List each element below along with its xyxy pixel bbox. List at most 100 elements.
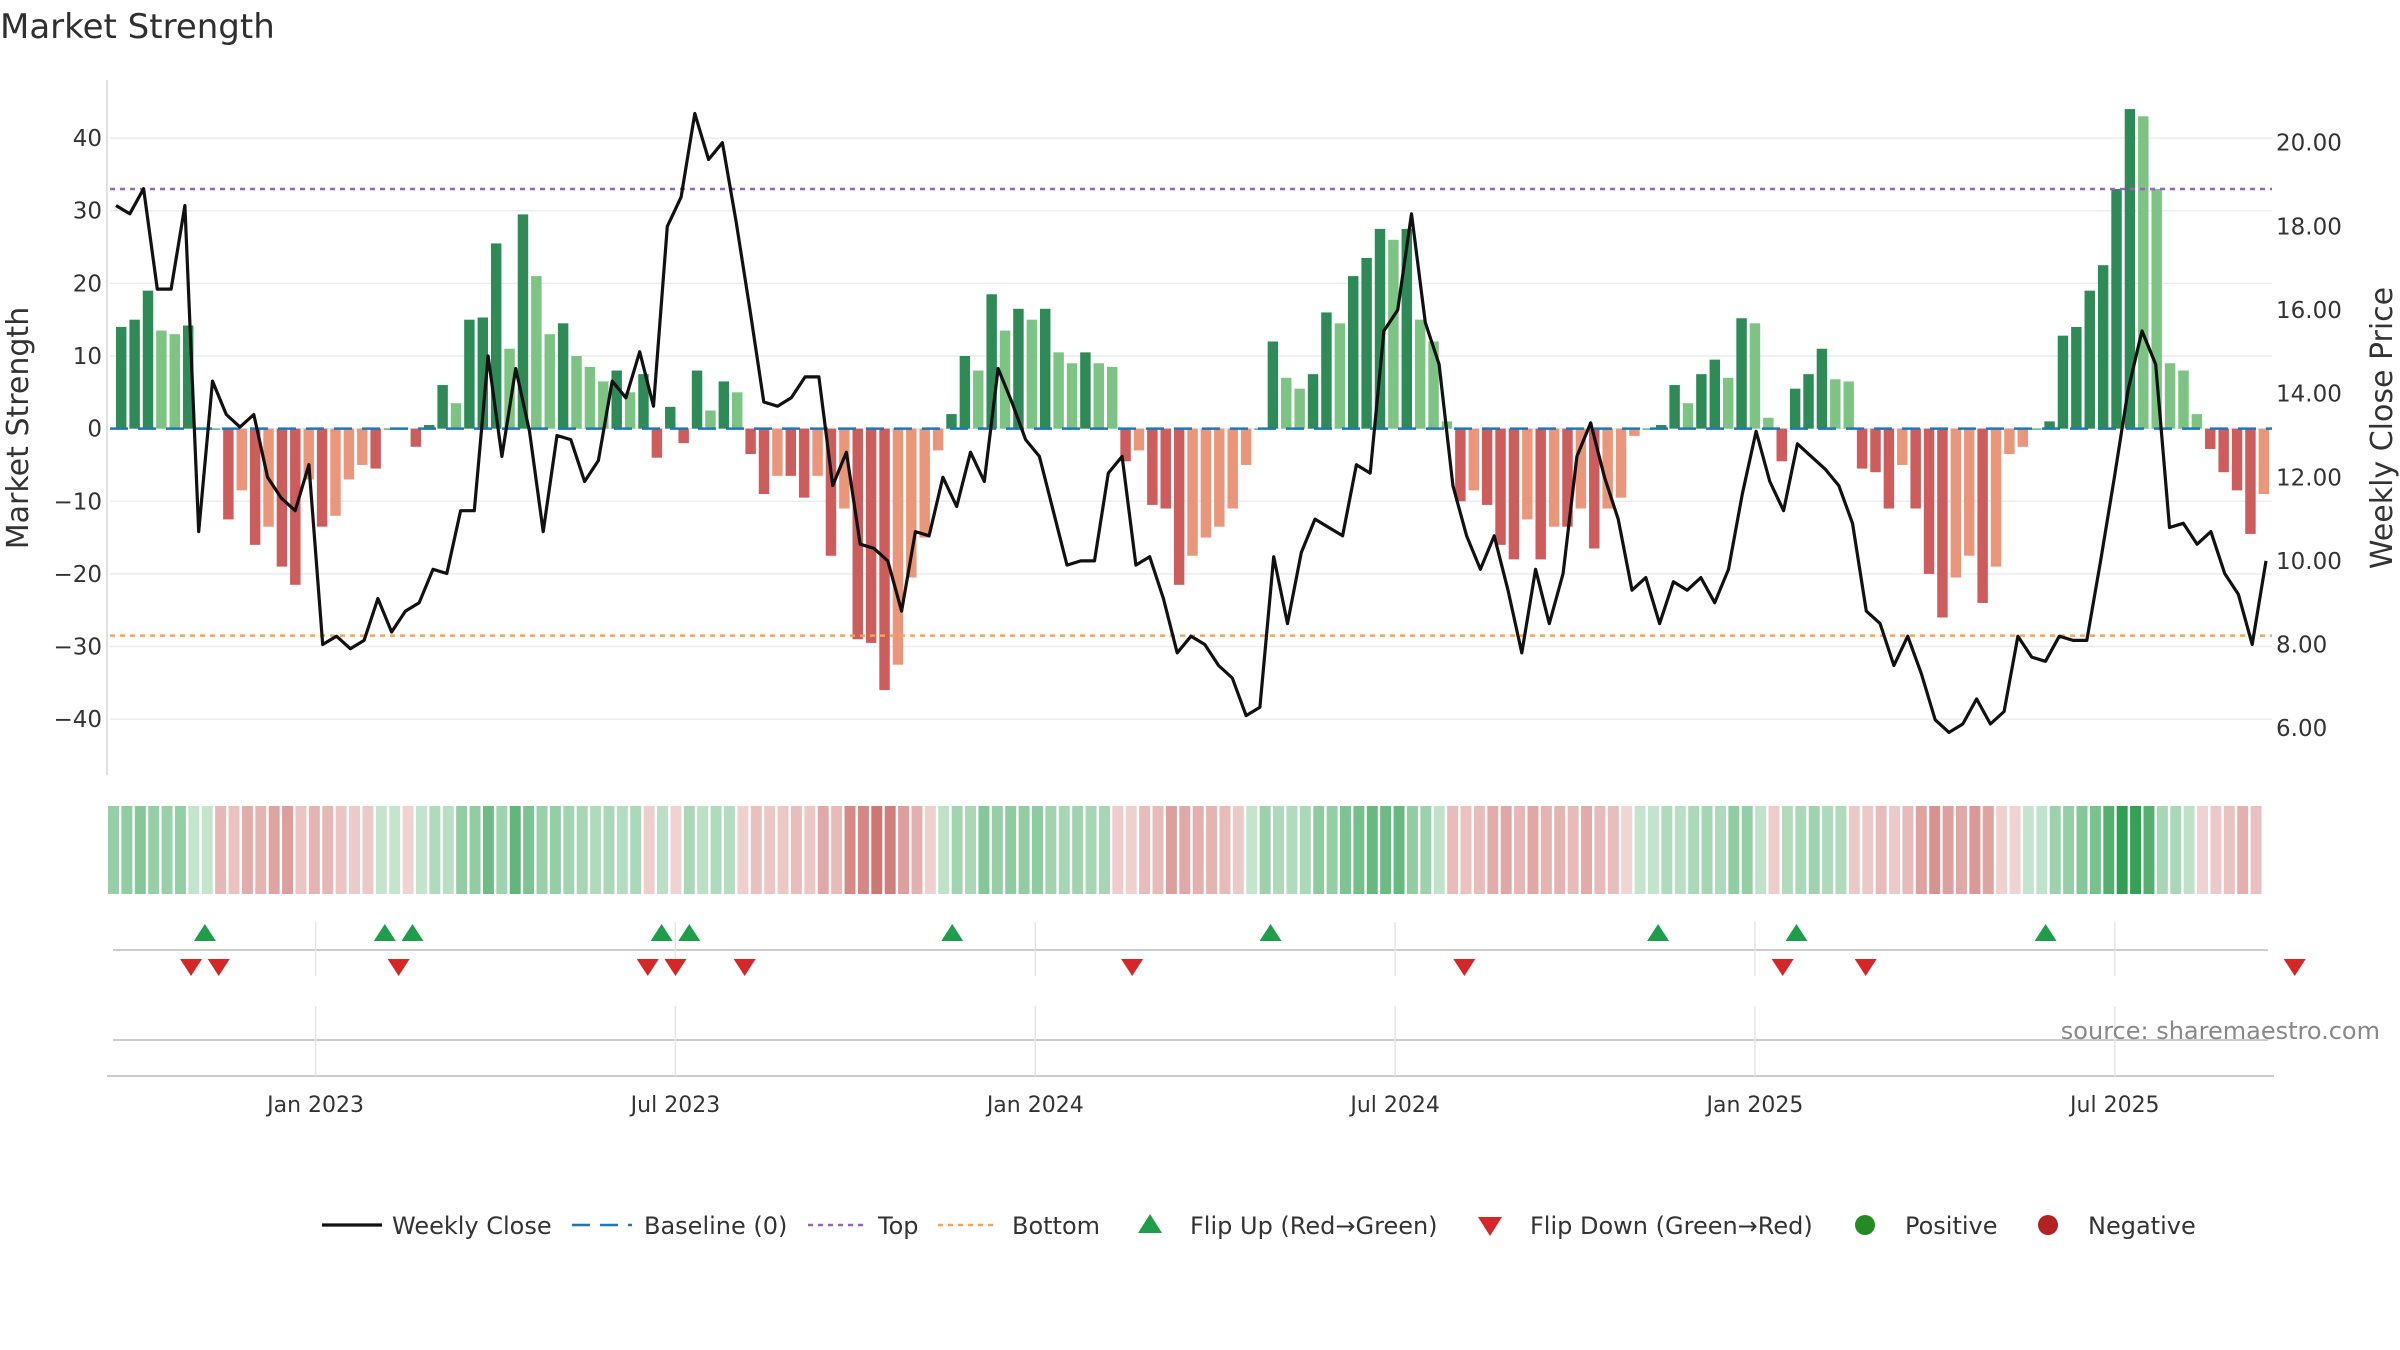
strength-bar xyxy=(1401,228,1413,429)
source-label: source: sharemaestro.com xyxy=(2061,1017,2380,1045)
y-tick-left: 10 xyxy=(73,344,102,370)
heat-cell xyxy=(1661,806,1673,894)
heat-cell xyxy=(1956,806,1967,894)
heat-cell xyxy=(536,806,548,894)
y-tick-right: 14.00 xyxy=(2276,382,2342,408)
flip-up-marker xyxy=(1647,924,1670,941)
strength-bar xyxy=(236,428,247,491)
legend-negative-icon xyxy=(2038,1215,2058,1235)
flip-up-marker xyxy=(193,924,216,941)
heat-cell xyxy=(777,806,789,894)
heat-cell xyxy=(1929,806,1941,894)
strength-bar xyxy=(1696,374,1707,429)
heat-cell xyxy=(1862,806,1874,894)
strength-bar xyxy=(156,330,167,429)
heat-cell xyxy=(2250,806,2262,894)
heat-cell xyxy=(2197,806,2209,894)
strength-bar xyxy=(464,319,475,429)
strength-bar xyxy=(1133,428,1145,451)
strength-bar xyxy=(959,356,971,429)
heat-cell xyxy=(590,806,602,894)
heat-cell xyxy=(174,806,186,894)
heat-cell xyxy=(375,806,387,894)
y-tick-left: −30 xyxy=(53,635,102,661)
strength-bar xyxy=(705,410,716,429)
strength-bar xyxy=(865,428,877,643)
heat-cell xyxy=(737,806,749,894)
heat-cell xyxy=(1634,806,1646,894)
strength-bar xyxy=(2218,428,2229,473)
strength-bar xyxy=(383,428,395,430)
strength-bar xyxy=(825,428,837,556)
heat-cell xyxy=(241,806,253,894)
legend-item: Flip Down (Green→Red) xyxy=(1478,1212,1813,1240)
heat-cell xyxy=(790,806,802,894)
heat-cell xyxy=(2156,806,2168,894)
strength-bar xyxy=(1883,428,1895,509)
strength-bar xyxy=(892,428,904,665)
heat-cell xyxy=(1514,806,1526,894)
strength-bar xyxy=(946,414,957,429)
heat-cell xyxy=(978,806,990,894)
strength-bar xyxy=(718,381,730,429)
heat-cell xyxy=(2089,806,2101,894)
strength-bar xyxy=(2084,290,2095,429)
heat-cell xyxy=(201,806,213,894)
heat-cell xyxy=(2210,806,2222,894)
heat-cell xyxy=(1045,806,1057,894)
strength-bar xyxy=(665,406,676,429)
x-tick: Jan 2023 xyxy=(265,1093,364,1118)
strength-bar xyxy=(638,374,649,429)
strength-bar xyxy=(544,334,555,429)
strength-bar xyxy=(1147,428,1158,505)
heat-cell xyxy=(710,806,722,894)
y-tick-right: 8.00 xyxy=(2276,633,2327,659)
heat-cell xyxy=(844,806,856,894)
strength-bar xyxy=(1227,428,1238,509)
strength-bar xyxy=(1495,428,1506,545)
strength-bar xyxy=(1656,425,1667,429)
heat-cell xyxy=(643,806,655,894)
heat-cell xyxy=(1889,806,1901,894)
strength-bar xyxy=(330,428,341,516)
flip-down-marker xyxy=(207,959,230,976)
strength-bar xyxy=(1736,318,1747,429)
heat-cell xyxy=(1554,806,1566,894)
strength-bar xyxy=(1803,374,1814,429)
heat-cell xyxy=(871,806,883,894)
strength-bar xyxy=(1468,428,1479,491)
heat-cell xyxy=(657,806,669,894)
legend-item: Top xyxy=(808,1212,919,1240)
flip-down-marker xyxy=(733,959,756,976)
strength-bar xyxy=(343,428,355,480)
heat-cell xyxy=(1232,806,1244,894)
strength-bar xyxy=(772,428,783,476)
heat-cell xyxy=(1299,806,1311,894)
strength-bar xyxy=(424,425,435,429)
heat-cell xyxy=(911,806,923,894)
strength-bar xyxy=(477,317,489,429)
strength-bar xyxy=(249,428,261,545)
heat-cell xyxy=(2022,806,2034,894)
y-tick-left: 20 xyxy=(73,271,102,297)
heat-cell xyxy=(2130,806,2142,894)
strength-bar xyxy=(611,370,622,429)
strength-bar xyxy=(517,214,529,429)
strength-bar xyxy=(1575,428,1587,509)
heat-cell xyxy=(1032,806,1043,894)
flip-down-marker xyxy=(1453,959,1476,976)
heat-cell xyxy=(965,806,977,894)
flip-up-marker xyxy=(373,924,396,941)
strength-bar xyxy=(1013,308,1024,429)
heat-cell xyxy=(1781,806,1793,894)
heat-cell xyxy=(1594,806,1606,894)
flip-down-marker xyxy=(636,959,659,976)
strength-bar xyxy=(142,290,154,429)
strength-bar xyxy=(1522,428,1533,520)
left-axis-ticks: 40 30 20 10 0 −10 −20 −30 −40 xyxy=(53,126,102,733)
strength-bar xyxy=(839,428,850,509)
strength-bar xyxy=(1414,319,1426,429)
strength-bar xyxy=(785,428,797,476)
strength-bar xyxy=(1374,228,1386,429)
strength-bar xyxy=(1669,385,1680,429)
